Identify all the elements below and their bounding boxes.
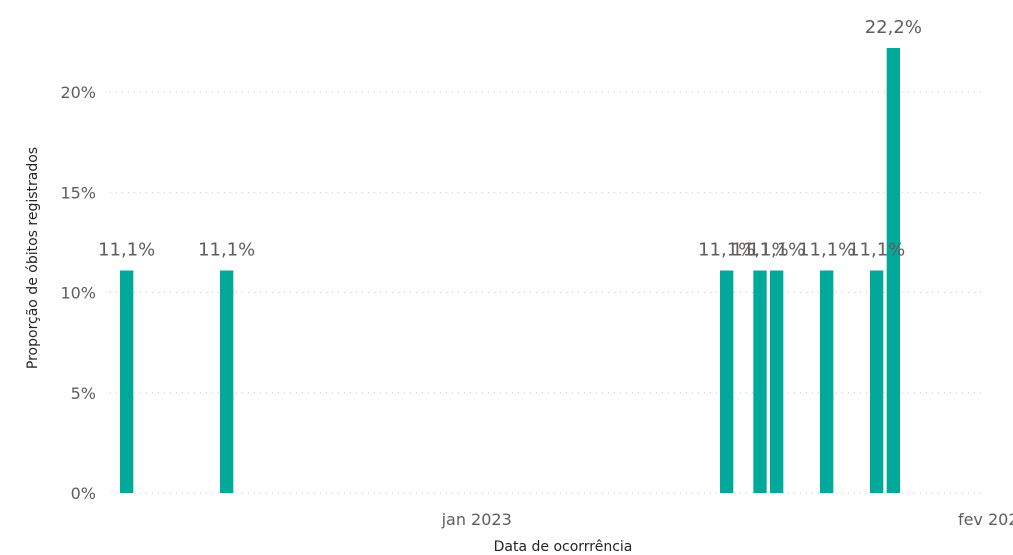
bar-2023-01-18[interactable] bbox=[753, 270, 767, 494]
x-axis-ticks: jan 2023 fev 2023 bbox=[441, 510, 1013, 529]
data-label-2023-01-16: 11,1% bbox=[698, 240, 755, 261]
data-label-2022-12-17: 11,1% bbox=[198, 240, 255, 261]
bar-2023-01-19[interactable] bbox=[770, 270, 784, 494]
y-axis-title: Proporção de óbitos registrados bbox=[25, 147, 41, 369]
y-tick-label: 10% bbox=[60, 284, 96, 303]
y-axis-ticks: 0% 5% 10% 15% 20% bbox=[60, 83, 96, 503]
y-tick-label: 20% bbox=[60, 83, 96, 102]
y-tick-label: 0% bbox=[71, 484, 96, 503]
data-labels: 11,1% 11,1% 11,1%11,1%11,1%11,1%11,1%22,2% bbox=[98, 17, 922, 261]
y-tick-label: 15% bbox=[60, 183, 96, 202]
gridlines bbox=[110, 91, 985, 494]
data-label-2023-01-25: 11,1% bbox=[848, 240, 905, 261]
data-label-2022-12-11: 11,1% bbox=[98, 240, 155, 261]
bar-2023-01-26[interactable] bbox=[886, 48, 900, 493]
data-label-2023-01-26: 22,2% bbox=[865, 17, 922, 38]
bars bbox=[120, 48, 900, 493]
bar-2022-12-11[interactable] bbox=[120, 270, 134, 494]
x-tick-label: fev 2023 bbox=[958, 510, 1013, 529]
y-tick-label: 5% bbox=[71, 384, 96, 403]
data-label-2023-01-19: 11,1% bbox=[748, 240, 805, 261]
bar-2023-01-16[interactable] bbox=[720, 270, 734, 494]
x-tick-label: jan 2023 bbox=[441, 510, 512, 529]
bar-2022-12-17[interactable] bbox=[220, 270, 234, 494]
bar-2023-01-22[interactable] bbox=[820, 270, 834, 494]
x-axis-title: Data de ocorrrência bbox=[494, 539, 633, 555]
bar-2023-01-25[interactable] bbox=[870, 270, 884, 494]
data-label-2023-01-18: 11,1% bbox=[731, 240, 788, 261]
data-label-2023-01-22: 11,1% bbox=[798, 240, 855, 261]
